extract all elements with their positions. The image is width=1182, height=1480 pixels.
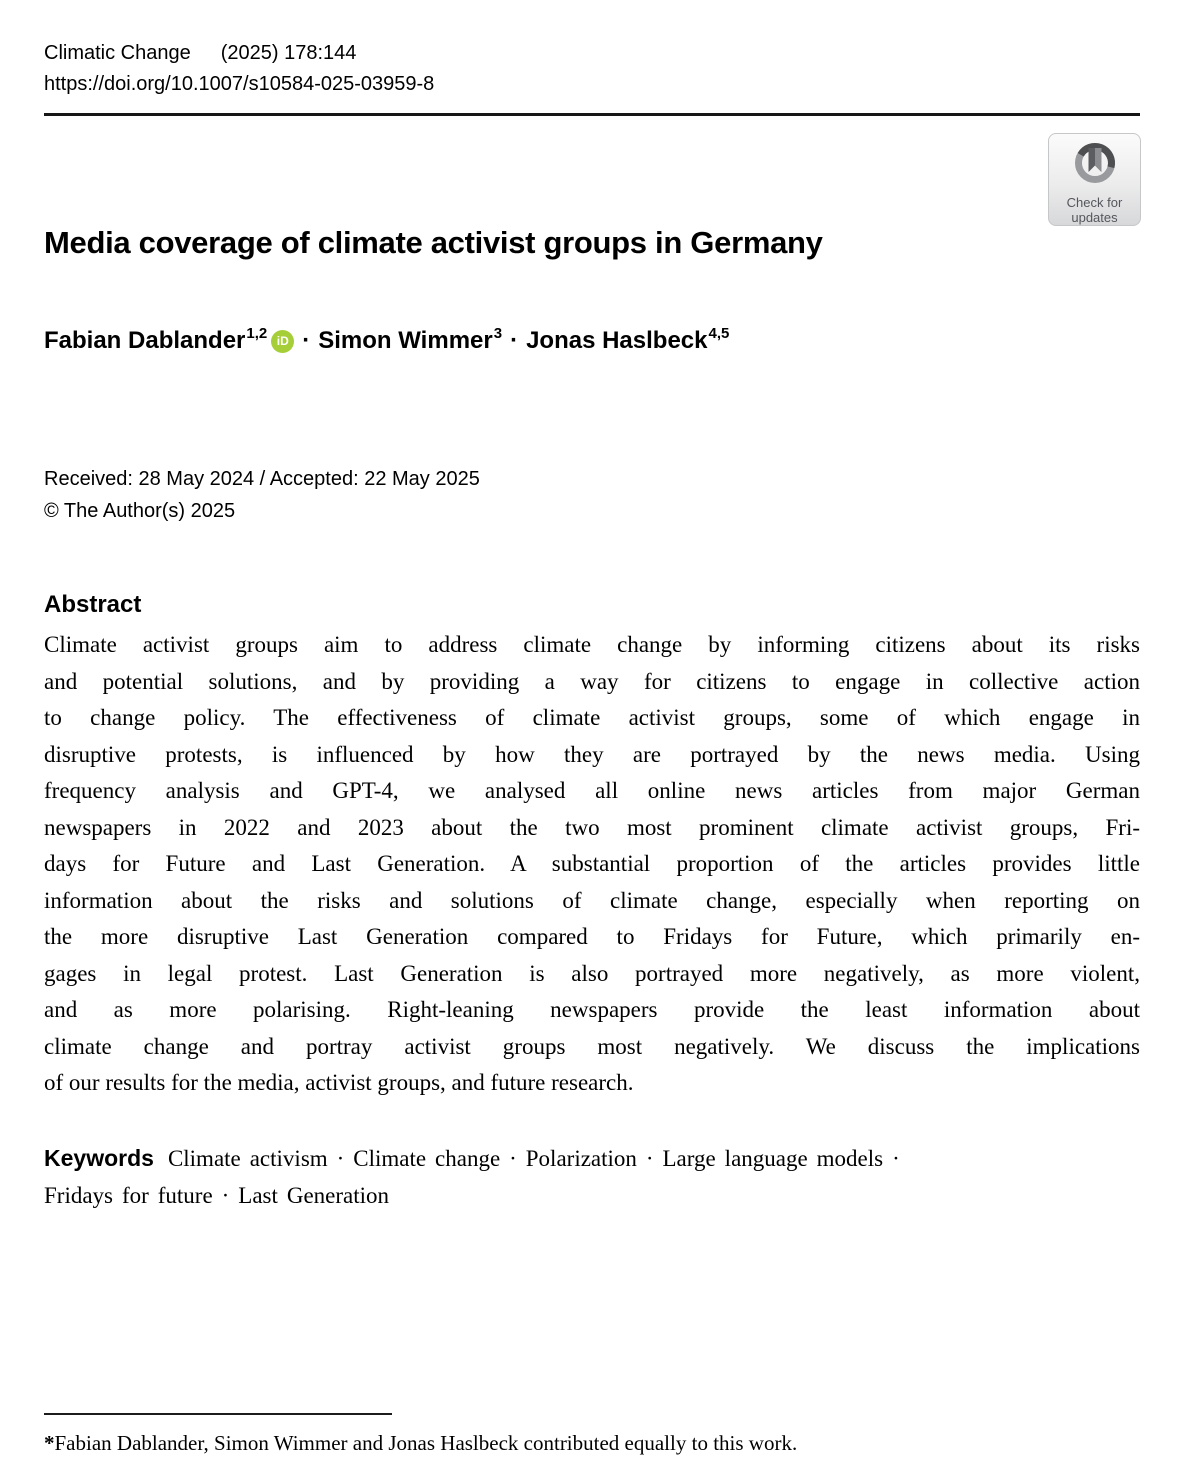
abstract-line: to change policy. The effectiveness of c…: [44, 705, 1140, 730]
abstract-line: information about the risks and solution…: [44, 887, 1140, 913]
check-for-updates-button[interactable]: Check for updates: [1048, 133, 1141, 226]
abstract-text: Climate activist groups aim to address c…: [44, 627, 1140, 1102]
abstract-line: and as more polarising. Right-leaning ne…: [44, 997, 1140, 1022]
article-history: Received: 28 May 2024 / Accepted: 22 May…: [44, 463, 480, 527]
keywords-label: Keywords: [44, 1145, 154, 1171]
abstract-line: climate change and portray activist grou…: [44, 1033, 1140, 1059]
abstract-heading: Abstract: [44, 591, 142, 618]
keywords-list: Fridays for future · Last Generation: [44, 1182, 390, 1208]
doi-link[interactable]: https://doi.org/10.1007/s10584-025-03959…: [44, 73, 435, 95]
author-separator: ·: [302, 327, 311, 354]
abstract-line: frequency analysis and GPT-4, we analyse…: [44, 778, 1140, 803]
equal-contribution-footnote: *Fabian Dablander, Simon Wimmer and Jona…: [44, 1428, 1140, 1458]
volume-issue: (2025) 178:144: [220, 42, 357, 64]
abstract-line: gages in legal protest. Last Generation …: [44, 960, 1140, 986]
copyright-notice: © The Author(s) 2025: [44, 500, 236, 522]
author-name: Jonas Haslbeck: [526, 327, 708, 354]
journal-citation-line: Climatic Change (2025) 178:144: [44, 38, 434, 69]
abstract-line: newspapers in 2022 and 2023 about the tw…: [44, 814, 1140, 840]
page-title: Media coverage of climate activist group…: [44, 225, 823, 260]
crossmark-icon: [1069, 141, 1121, 194]
author-affiliation-marks: 3: [493, 325, 503, 342]
header-rule: [44, 113, 1140, 116]
abstract-line: the more disruptive Last Generation comp…: [44, 924, 1140, 949]
author-name: Simon Wimmer: [318, 327, 493, 354]
keywords-block: Keywords Climate activism · Climate chang…: [44, 1140, 1140, 1214]
author-affiliation-marks: 4,5: [708, 325, 730, 342]
footnote-rule: [44, 1413, 392, 1415]
author-name: Fabian Dablander: [44, 327, 246, 354]
abstract-line: Climate activist groups aim to address c…: [44, 632, 1140, 657]
author-separator: ·: [510, 327, 519, 354]
footnote-text: Fabian Dablander, Simon Wimmer and Jonas…: [54, 1431, 798, 1455]
author-line: Fabian Dablander1,2 iD · Simon Wimmer3 · Jona…: [44, 318, 729, 358]
abstract-line: disruptive protests, is influenced by ho…: [44, 741, 1140, 767]
journal-header: Climatic Change (2025) 178:144 https://do…: [44, 38, 434, 100]
abstract-line: days for Future and Last Generation. A s…: [44, 851, 1140, 876]
crossmark-label: Check for updates: [1066, 195, 1123, 225]
orcid-icon[interactable]: iD: [271, 330, 295, 353]
abstract-line: and potential solutions, and by providin…: [44, 668, 1140, 694]
keywords-line: Keywords Climate activism · Climate chang…: [44, 1140, 1140, 1178]
received-accepted-dates: Received: 28 May 2024 / Accepted: 22 May…: [44, 468, 480, 490]
footnote-marker: *: [44, 1431, 55, 1455]
keywords-list: Climate activism · Climate change · Pola…: [167, 1146, 900, 1171]
journal-name: Climatic Change: [44, 42, 191, 64]
author-affiliation-marks: 1,2: [246, 325, 268, 342]
abstract-line: of our results for the media, activist g…: [44, 1070, 634, 1095]
